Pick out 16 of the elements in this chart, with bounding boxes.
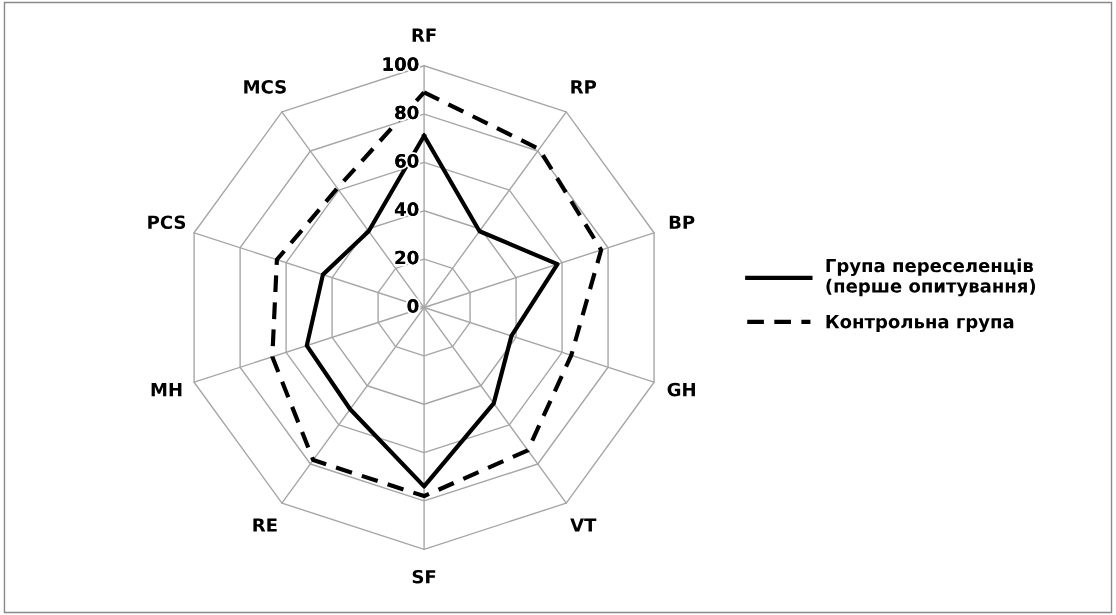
y-tick-label: 40: [394, 202, 419, 217]
y-tick-label: 0: [407, 299, 419, 313]
spoke-label: RE: [253, 518, 277, 532]
y-tick-label: 20: [395, 250, 419, 265]
spoke-label: MH: [151, 383, 182, 397]
spoke-label: SF: [412, 569, 436, 584]
spoke-label: RF: [412, 28, 436, 42]
spoke-label: RP: [571, 80, 597, 94]
y-tick-label: 100: [383, 57, 419, 71]
legend-label: Група переселенців (перше опитування): [826, 258, 1036, 297]
spoke-label: MCS: [244, 79, 286, 94]
legend-label: Контрольна група: [826, 314, 1014, 333]
spoke-label: GH: [667, 382, 695, 397]
spoke-label: VT: [570, 518, 597, 532]
spoke-label: PCS: [148, 215, 186, 230]
spoke-label: BP: [669, 215, 695, 229]
